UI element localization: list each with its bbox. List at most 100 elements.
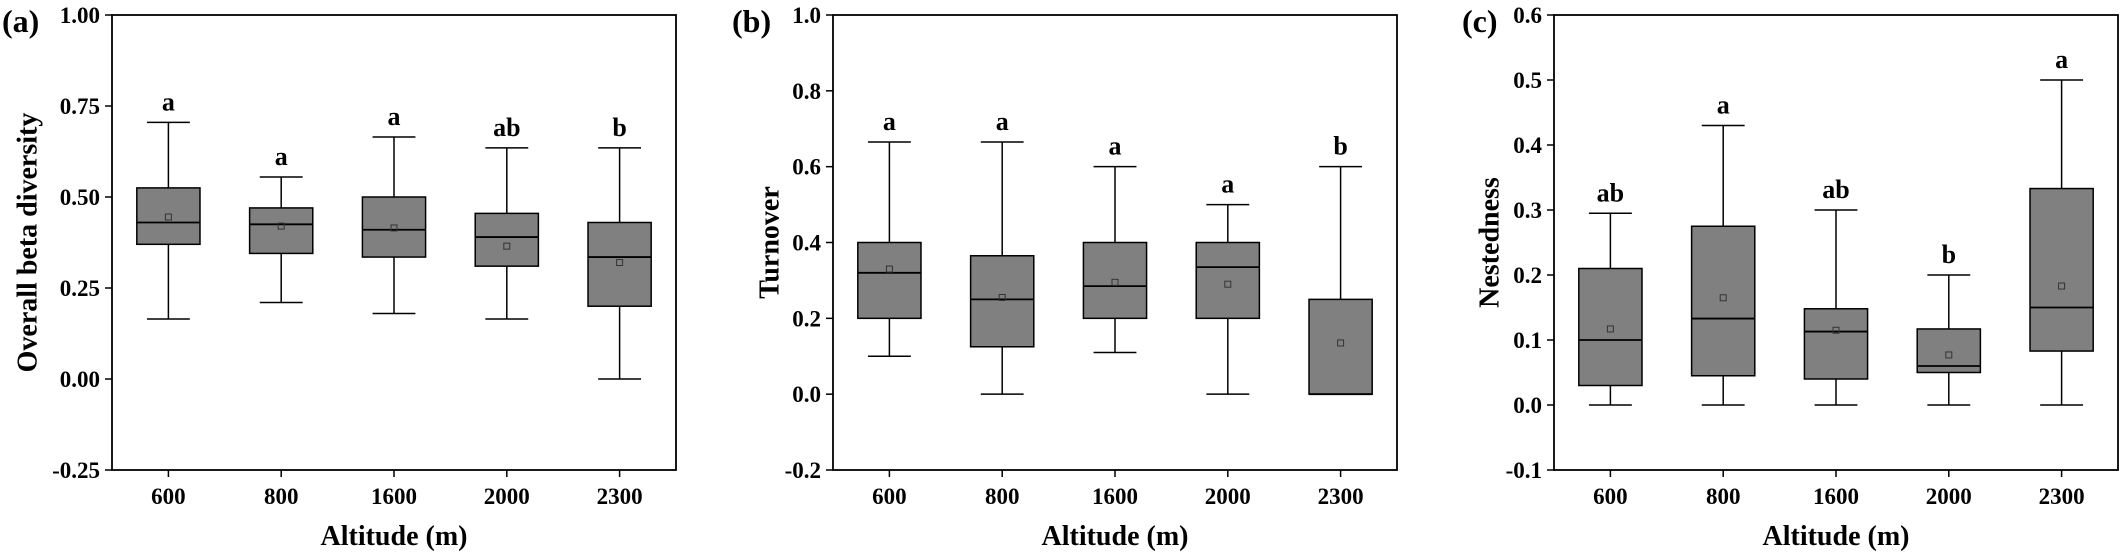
x-tick-label: 2300 — [2039, 484, 2085, 509]
box-2300: b — [1308, 132, 1373, 396]
y-tick-label: 0.6 — [792, 155, 821, 180]
y-tick-label: 1.00 — [60, 3, 100, 28]
y-tick-label: 1.0 — [792, 3, 821, 28]
significance-letter: ab — [493, 113, 520, 142]
mean-marker — [503, 242, 511, 250]
iqr-box — [1195, 241, 1261, 320]
x-tick-label: 2000 — [1926, 484, 1972, 509]
significance-letter: a — [1221, 170, 1234, 199]
x-tick-label: 800 — [264, 484, 299, 509]
iqr-box — [1803, 308, 1869, 380]
box-2300: a — [2029, 45, 2094, 406]
y-tick-label: 0.6 — [1513, 3, 1542, 28]
mean-marker — [2058, 282, 2066, 290]
significance-letter: b — [1942, 240, 1956, 269]
y-tick-label: 0.0 — [1513, 393, 1542, 418]
significance-letter: b — [1333, 132, 1347, 161]
box-600: a — [857, 107, 922, 357]
iqr-box — [248, 207, 314, 255]
mean-marker — [277, 222, 285, 230]
y-tick-label: -0.1 — [1506, 458, 1542, 483]
box-2000: ab — [474, 113, 540, 320]
iqr-box — [136, 187, 201, 246]
y-axis-title: Overall beta diversity — [12, 113, 43, 373]
significance-letter: a — [275, 142, 288, 171]
significance-letter: a — [162, 87, 175, 116]
y-tick-label: 0.3 — [1513, 198, 1542, 223]
y-tick-label: 0.0 — [792, 382, 821, 407]
mean-marker — [1945, 351, 1953, 359]
box-600: ab — [1578, 178, 1643, 406]
iqr-box — [1578, 267, 1643, 387]
mean-marker — [885, 265, 893, 273]
iqr-box — [969, 255, 1035, 348]
y-axis-title: Turnover — [754, 186, 785, 299]
y-tick-label: -0.2 — [785, 458, 821, 483]
significance-letter: a — [2055, 45, 2068, 74]
significance-letter: a — [1717, 91, 1730, 120]
panel-label: (b) — [732, 3, 771, 39]
iqr-box — [857, 241, 922, 320]
panel-3: (c) -0.1 0.0 0.1 0.2 0.3 0.4 0.5 0.6 Nestedness 60… — [1462, 3, 2119, 552]
significance-letter: ab — [1822, 175, 1849, 204]
mean-marker — [1337, 339, 1345, 347]
x-axis-title: Altitude (m) — [321, 521, 468, 552]
box-800: a — [248, 142, 314, 304]
iqr-box — [361, 196, 427, 258]
box-600: a — [136, 87, 201, 320]
y-tick-label: 0.25 — [60, 276, 100, 301]
x-tick-label: 2000 — [1205, 484, 1251, 509]
box-800: a — [969, 107, 1035, 395]
x-axis-title: Altitude (m) — [1763, 521, 1910, 552]
significance-letter: a — [996, 107, 1009, 136]
panel-2: (b) -0.2 0.0 0.2 0.4 0.6 0.8 1.0 Turnover 600 800 1… — [732, 3, 1398, 552]
iqr-box — [2029, 187, 2094, 352]
mean-marker — [1111, 278, 1119, 286]
x-tick-label: 1600 — [371, 484, 417, 509]
y-tick-label: 0.2 — [1513, 263, 1542, 288]
iqr-box — [1308, 298, 1373, 395]
significance-letter: a — [388, 102, 401, 131]
mean-marker — [1832, 326, 1840, 334]
x-axis-title: Altitude (m) — [1042, 521, 1189, 552]
box-2000: a — [1195, 170, 1261, 395]
y-tick-label: 0.4 — [792, 231, 821, 256]
y-tick-label: 0.4 — [1513, 133, 1542, 158]
mean-marker — [390, 224, 398, 232]
y-axis-title: Nestedness — [1474, 177, 1505, 308]
mean-marker — [1606, 325, 1614, 333]
x-tick-label: 2300 — [597, 484, 643, 509]
box-2000: b — [1916, 240, 1982, 406]
box-1600: a — [361, 102, 427, 315]
x-tick-label: 600 — [1593, 484, 1628, 509]
y-tick-label: 0.2 — [792, 306, 821, 331]
mean-marker — [998, 293, 1006, 301]
iqr-box — [587, 221, 652, 307]
mean-marker — [164, 213, 172, 221]
box-1600: ab — [1803, 175, 1869, 406]
mean-marker — [1719, 294, 1727, 302]
x-tick-label: 1600 — [1813, 484, 1859, 509]
y-tick-label: 0.1 — [1513, 328, 1542, 353]
x-tick-label: 600 — [151, 484, 186, 509]
x-tick-label: 800 — [985, 484, 1020, 509]
significance-letter: ab — [1597, 178, 1624, 207]
panel-label: (a) — [2, 3, 39, 39]
y-tick-label: 0.50 — [60, 185, 100, 210]
mean-marker — [1224, 280, 1232, 288]
iqr-box — [474, 212, 540, 267]
box-1600: a — [1082, 132, 1148, 354]
x-tick-label: 1600 — [1092, 484, 1138, 509]
x-tick-label: 800 — [1706, 484, 1741, 509]
y-tick-label: 0.00 — [60, 367, 100, 392]
plot-frame — [1553, 14, 2119, 471]
iqr-box — [1082, 241, 1148, 320]
x-tick-label: 2000 — [484, 484, 530, 509]
x-tick-label: 2300 — [1318, 484, 1364, 509]
box-2300: b — [587, 113, 652, 380]
y-tick-label: 0.8 — [792, 79, 821, 104]
significance-letter: b — [612, 113, 626, 142]
plot-frame — [111, 14, 677, 471]
significance-letter: a — [1109, 132, 1122, 161]
